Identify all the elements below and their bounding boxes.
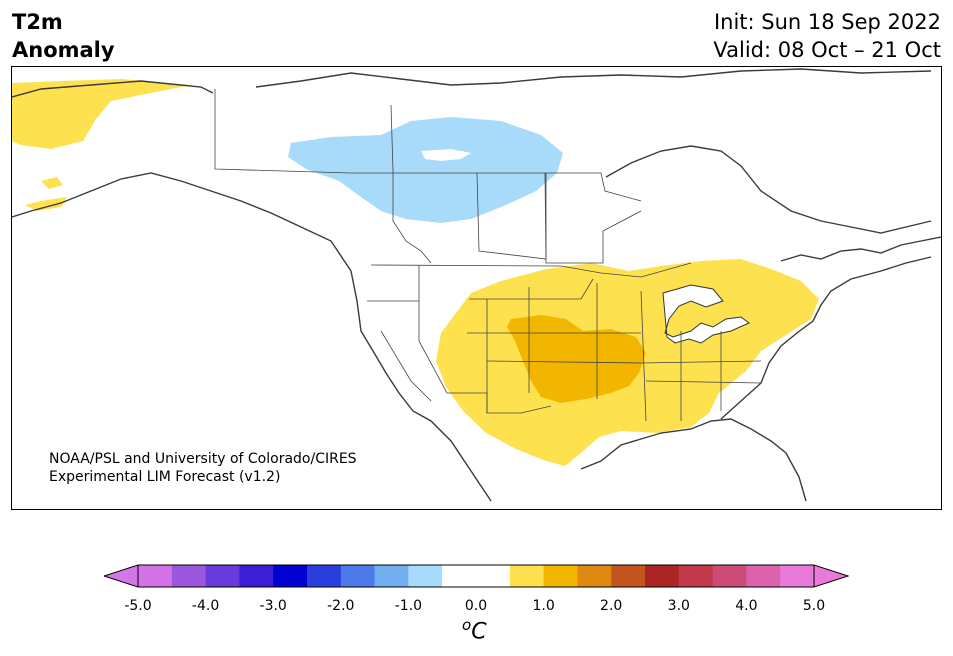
great-lakes: [662, 284, 750, 344]
colorbar-cell: [712, 565, 747, 587]
colorbar-cell: [611, 565, 646, 587]
colorbar-tick-label: 1.0: [532, 598, 555, 614]
credit-line-2: Experimental LIM Forecast (v1.2): [49, 469, 281, 485]
title-variable: T2m: [12, 10, 63, 34]
colorbar-high-extend: [813, 564, 850, 588]
colorbar-cell: [171, 565, 207, 587]
colorbar-cell: [442, 565, 477, 587]
colorbar-low-extend: [104, 564, 139, 588]
colorbar-tick-label: -1.0: [394, 598, 423, 614]
colorbar-cell: [138, 565, 173, 587]
colorbar-tick-label: 5.0: [802, 598, 826, 614]
colorbar-cell: [273, 565, 308, 587]
colorbar-cell: [746, 565, 781, 587]
credit-line-1: NOAA/PSL and University of Colorado/CIRE…: [49, 451, 357, 467]
valid-range: Valid: 08 Oct – 21 Oct: [713, 38, 941, 62]
colorbar-cell: [678, 565, 714, 587]
colorbar-tick-label: 3.0: [667, 598, 690, 614]
colorbar-tick-label: -3.0: [259, 598, 287, 614]
cold-anomaly-canada: [288, 117, 563, 223]
warm-anomaly-alaska-small: [25, 197, 67, 211]
warm-anomaly-alaska: [12, 79, 191, 149]
colorbar-cell: [340, 565, 376, 587]
colorbar-cell: [374, 565, 409, 587]
unit-letter: C: [471, 619, 487, 645]
colorbar-tick-label: 0.0: [464, 598, 488, 614]
colorbar-cell: [543, 565, 578, 587]
colorbar-tick-label: -4.0: [191, 598, 220, 614]
map-title: T2m Anomaly: [12, 8, 115, 64]
credit-text: NOAA/PSL and University of Colorado/CIRE…: [49, 450, 357, 486]
warm-anomaly-southern-plains: [507, 315, 646, 403]
colorbar-frame: [137, 564, 815, 588]
colorbar-cell: [205, 565, 240, 587]
colorbar-cell: [239, 565, 274, 587]
colorbar-cell: [509, 565, 545, 587]
colorbar-cell: [577, 565, 612, 587]
hudson-bay-lake: [421, 149, 471, 161]
colorbar-cell: [476, 565, 511, 587]
map-canvas: [12, 68, 941, 502]
colorbar-cell: [307, 565, 342, 587]
title-kind: Anomaly: [12, 38, 115, 62]
colorbar-tick-label: -5.0: [124, 598, 152, 614]
colorbar-cells: [138, 565, 815, 587]
colorbar-tick-label: 2.0: [600, 598, 623, 614]
colorbar-cell: [780, 565, 815, 587]
map-panel: [11, 66, 942, 510]
colorbar-ticks: -5.0 -4.0 -3.0 -2.0 -1.0 0.0 1.0 2.0 3.0 4.0 5.0: [0, 598, 953, 618]
colorbar-tick-label: -2.0: [327, 598, 355, 614]
political-boundaries: [214, 89, 762, 422]
init-date: Init: Sun 18 Sep 2022: [713, 10, 941, 34]
colorbar-unit: oC: [462, 616, 487, 644]
date-info: Init: Sun 18 Sep 2022 Valid: 08 Oct – 21…: [713, 8, 941, 64]
colorbar-cell: [408, 565, 443, 587]
colorbar: [104, 564, 850, 588]
warm-anomaly-alaska-islands: [41, 177, 63, 189]
colorbar-tick-label: 4.0: [735, 598, 758, 614]
colorbar-cell: [645, 565, 680, 587]
unit-degree: o: [462, 616, 472, 634]
